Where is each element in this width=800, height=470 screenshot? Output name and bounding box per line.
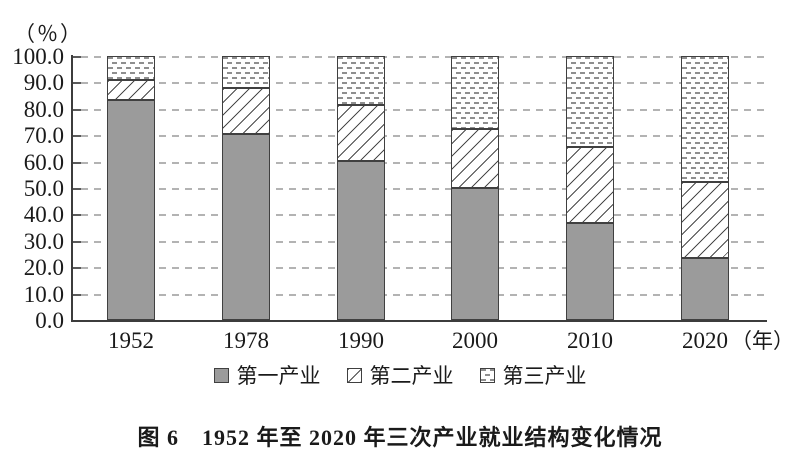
y-tick-label: 70.0 (23, 123, 64, 148)
bar-segment (337, 56, 385, 105)
y-tick-label: 40.0 (23, 202, 64, 227)
y-tick-label: 10.0 (23, 282, 64, 307)
bar-segment (337, 105, 385, 161)
y-axis-tick (73, 294, 81, 296)
gridline (81, 56, 766, 58)
gridline (81, 135, 766, 137)
legend-item: 第一产业 (213, 360, 321, 390)
x-tick-label: 1978 (223, 328, 269, 353)
y-tick-label: 80.0 (23, 97, 64, 122)
gridline (81, 267, 766, 269)
bar-segment (107, 56, 155, 80)
legend-label: 第三产业 (502, 364, 587, 388)
gridline (81, 241, 766, 243)
x-tick-label: 1990 (338, 328, 384, 353)
x-tick-label: 2020 (682, 328, 728, 353)
legend-swatch-diagonal-hatch (346, 367, 362, 383)
y-tick-label: 50.0 (23, 176, 64, 201)
y-axis-tick (73, 188, 81, 190)
gridline (81, 294, 766, 296)
y-axis-tick (73, 109, 81, 111)
x-tick-label: 2010 (567, 328, 613, 353)
y-axis-tick (73, 162, 81, 164)
stacked-bar-1990 (337, 56, 385, 320)
stacked-bar-1978 (222, 56, 270, 320)
legend-item: 第二产业 (346, 360, 454, 390)
y-tick-label: 30.0 (23, 229, 64, 254)
y-tick-label: 100.0 (12, 44, 64, 69)
bar-segment (222, 88, 270, 134)
bar-segment (681, 182, 729, 258)
figure-caption: 图 6 1952 年至 2020 年三次产业就业结构变化情况 (137, 425, 663, 450)
bar-segment (566, 223, 614, 320)
y-axis-tick (73, 135, 81, 137)
y-axis-tick (73, 241, 81, 243)
y-axis-tick (73, 56, 81, 58)
bar-segment (451, 56, 499, 129)
legend-item: 第三产业 (479, 360, 587, 390)
bar-segment (681, 56, 729, 182)
y-axis-tick (73, 82, 81, 84)
bar-segment (566, 56, 614, 147)
legend-label: 第二产业 (369, 364, 454, 388)
bar-segment (681, 258, 729, 320)
bar-segment (337, 161, 385, 320)
legend-swatch-horizontal-dashes (479, 367, 495, 383)
y-tick-label: 20.0 (23, 255, 64, 280)
legend-label: 第一产业 (236, 364, 321, 388)
bar-segment (107, 80, 155, 100)
y-tick-label: 60.0 (23, 150, 64, 175)
bar-segment (566, 147, 614, 223)
y-axis-unit-label: （％） (14, 22, 83, 46)
y-axis-line (71, 55, 73, 322)
stacked-bar-2020 (681, 56, 729, 320)
legend-swatch-solid-gray (213, 367, 229, 383)
x-axis-unit-label: （年） (731, 329, 794, 353)
stacked-bar-2000 (451, 56, 499, 320)
stacked-bar-2010 (566, 56, 614, 320)
y-tick-label: 90.0 (23, 70, 64, 95)
legend: 第一产业 第二产业 第三产业 (0, 360, 800, 390)
gridline (81, 82, 766, 84)
x-tick-label: 1952 (108, 328, 154, 353)
bar-segment (222, 134, 270, 320)
bar-segment (451, 188, 499, 320)
gridline (81, 109, 766, 111)
gridline (81, 162, 766, 164)
y-axis-tick (73, 267, 81, 269)
gridline (81, 214, 766, 216)
x-tick-label: 2000 (452, 328, 498, 353)
bar-segment (107, 100, 155, 320)
y-tick-label: 0.0 (35, 308, 64, 333)
x-axis-line (71, 320, 767, 322)
stacked-bar-1952 (107, 56, 155, 320)
bar-segment (451, 129, 499, 188)
gridline (81, 188, 766, 190)
bar-segment (222, 56, 270, 88)
y-axis-tick (73, 214, 81, 216)
